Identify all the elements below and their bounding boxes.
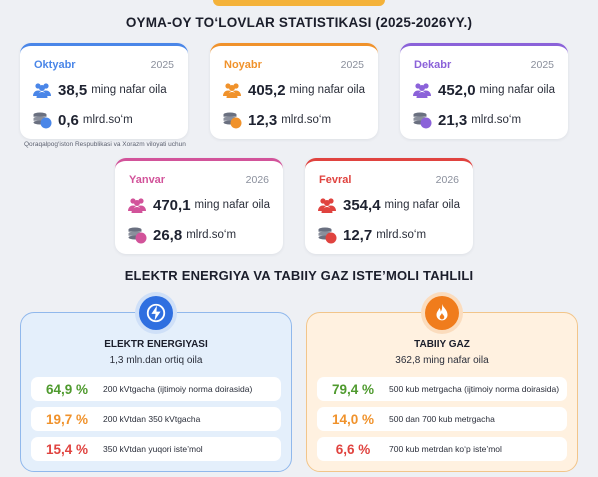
month-card-fevral: Fevral 2026 354,4 ming nafar oila 12,7 m… xyxy=(305,158,473,254)
electricity-desc: 200 kVtdan 350 kVtgacha xyxy=(103,414,201,424)
people-group-icon xyxy=(33,83,51,98)
families-unit: ming nafar oila xyxy=(289,84,365,96)
electricity-row: 19,7 % 200 kVtdan 350 kVtgacha xyxy=(31,407,281,431)
gas-pct: 14,0 % xyxy=(331,411,375,427)
amount-value: 12,3 xyxy=(248,111,278,129)
electricity-pct: 19,7 % xyxy=(45,411,89,427)
gas-row: 6,6 % 700 kub metrdan ko‘p iste’mol xyxy=(317,437,567,461)
amount-value: 21,3 xyxy=(438,111,468,129)
month-year: 2025 xyxy=(340,59,364,71)
coin-stack-icon xyxy=(413,112,432,129)
electricity-desc: 350 kVtdan yuqori iste’mol xyxy=(103,444,203,454)
amount-unit: mlrd.so‘m xyxy=(376,229,427,241)
families-unit: ming nafar oila xyxy=(91,84,167,96)
footnote: Qoraqalpog‘iston Respublikasi va Xorazm … xyxy=(24,141,186,148)
electricity-row: 64,9 % 200 kVtgacha (ijtimoiy norma doir… xyxy=(31,377,281,401)
electricity-subtitle: 1,3 mln.dan ortiq oila xyxy=(109,355,203,366)
gas-desc: 700 kub metrdan ko‘p iste’mol xyxy=(389,444,502,454)
coin-stack-icon xyxy=(223,112,242,129)
families-value: 452,0 xyxy=(438,81,476,99)
month-year: 2026 xyxy=(245,174,269,186)
gas-subtitle: 362,8 ming nafar oila xyxy=(395,355,489,366)
electricity-title: ELEKTR ENERGIYASI xyxy=(104,339,208,350)
amount-unit: mlrd.so‘m xyxy=(82,114,133,126)
amount-unit: mlrd.so‘m xyxy=(281,114,332,126)
people-group-icon xyxy=(128,198,146,213)
amount-value: 12,7 xyxy=(343,226,373,244)
gas-panel: TABIIY GAZ 362,8 ming nafar oila 79,4 % … xyxy=(306,312,578,472)
people-group-icon xyxy=(223,83,241,98)
amount-unit: mlrd.so‘m xyxy=(471,114,522,126)
month-year: 2025 xyxy=(530,59,554,71)
gas-title: TABIIY GAZ xyxy=(414,339,470,350)
electricity-row: 15,4 % 350 kVtdan yuqori iste’mol xyxy=(31,437,281,461)
people-group-icon xyxy=(413,83,431,98)
month-card-yanvar: Yanvar 2026 470,1 ming nafar oila 26,8 m… xyxy=(115,158,283,254)
gas-pct: 6,6 % xyxy=(335,441,371,457)
month-name: Noyabr xyxy=(224,59,262,71)
month-name: Fevral xyxy=(319,174,352,186)
families-value: 354,4 xyxy=(343,196,381,214)
families-unit: ming nafar oila xyxy=(479,84,555,96)
lightning-icon xyxy=(139,296,173,330)
month-name: Dekabr xyxy=(414,59,452,71)
coin-stack-icon xyxy=(318,227,337,244)
flame-icon xyxy=(425,296,459,330)
gas-row: 14,0 % 500 dan 700 kub metrgacha xyxy=(317,407,567,431)
gas-pct: 79,4 % xyxy=(331,381,375,397)
month-card-dekabr: Dekabr 2025 452,0 ming nafar oila 21,3 m… xyxy=(400,43,568,139)
month-name: Yanvar xyxy=(129,174,166,186)
month-year: 2026 xyxy=(435,174,459,186)
families-unit: ming nafar oila xyxy=(384,199,460,211)
electricity-panel: ELEKTR ENERGIYASI 1,3 mln.dan ortiq oila… xyxy=(20,312,292,472)
families-value: 405,2 xyxy=(248,81,286,99)
month-name: Oktyabr xyxy=(34,59,76,71)
families-value: 470,1 xyxy=(153,196,191,214)
families-value: 38,5 xyxy=(58,81,88,99)
families-unit: ming nafar oila xyxy=(194,199,270,211)
amount-value: 26,8 xyxy=(153,226,183,244)
month-card-noyabr: Noyabr 2025 405,2 ming nafar oila 12,3 m… xyxy=(210,43,378,139)
header-accent-bar xyxy=(213,0,385,6)
gas-desc: 500 kub metrgacha (ijtimoiy norma doiras… xyxy=(389,384,560,394)
people-group-icon xyxy=(318,198,336,213)
month-card-oktyabr: Oktyabr 2025 38,5 ming nafar oila 0,6 ml… xyxy=(20,43,188,139)
gas-row: 79,4 % 500 kub metrgacha (ijtimoiy norma… xyxy=(317,377,567,401)
coin-stack-icon xyxy=(128,227,147,244)
electricity-pct: 15,4 % xyxy=(45,441,89,457)
month-year: 2025 xyxy=(150,59,174,71)
monthly-stats-title: OYMA-OY TO‘LOVLAR STATISTIKASI (2025-202… xyxy=(125,15,473,30)
gas-desc: 500 dan 700 kub metrgacha xyxy=(389,414,495,424)
amount-value: 0,6 xyxy=(58,111,79,129)
electricity-desc: 200 kVtgacha (ijtimoiy norma doirasida) xyxy=(103,384,253,394)
amount-unit: mlrd.so‘m xyxy=(186,229,237,241)
electricity-pct: 64,9 % xyxy=(45,381,89,397)
coin-stack-icon xyxy=(33,112,52,129)
analysis-title: ELEKTR ENERGIYA VA TABIIY GAZ ISTE’MOLI … xyxy=(124,268,474,283)
